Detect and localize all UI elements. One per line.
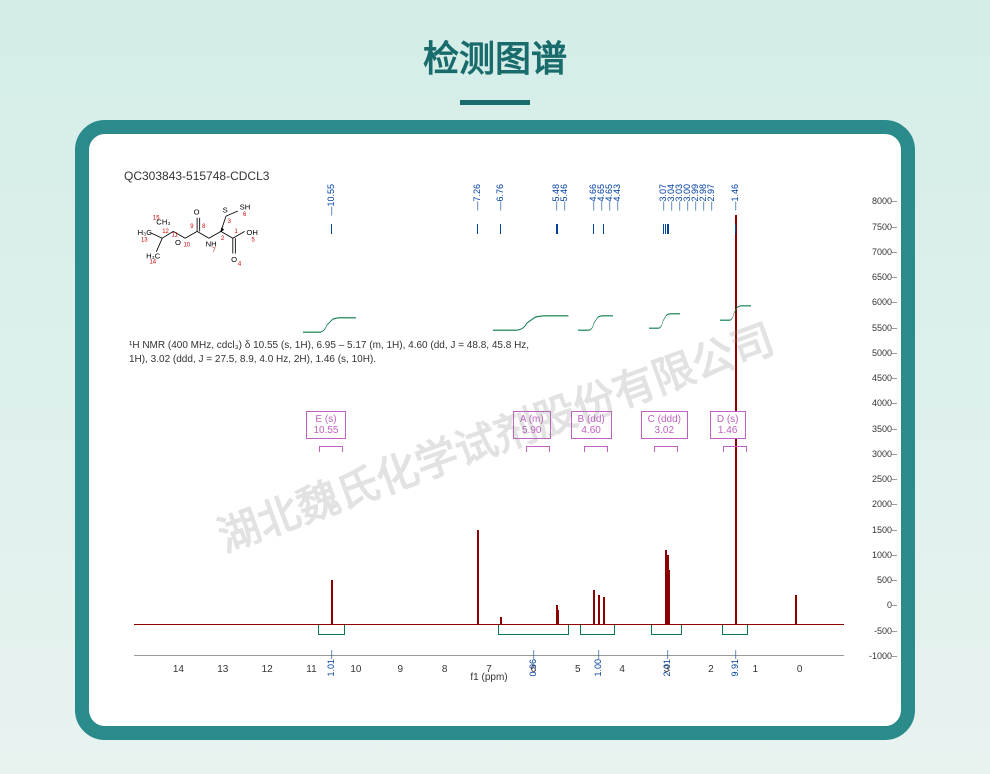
- peak-label: —1.46: [730, 184, 740, 211]
- y-tick: 7500: [852, 222, 892, 232]
- spectrum-peak: [331, 580, 333, 625]
- integral-bracket: [498, 625, 569, 635]
- x-tick: 4: [619, 664, 625, 675]
- y-tick: 5500: [852, 323, 892, 333]
- spectrum-peak: [557, 610, 559, 625]
- x-tick: 1: [752, 664, 758, 675]
- y-tick: 7000: [852, 247, 892, 257]
- spectrum-peak: [603, 597, 605, 625]
- y-tick: 6500: [852, 272, 892, 282]
- y-tick: 3000: [852, 449, 892, 459]
- title-underline: [460, 100, 530, 105]
- y-tick: 4500: [852, 373, 892, 383]
- x-tick: 14: [173, 664, 184, 675]
- spectrum-peak: [593, 590, 595, 625]
- integral-curve: [303, 316, 356, 334]
- peak-label: —7.26: [472, 184, 482, 211]
- spectrum-peak: [598, 595, 600, 625]
- spectrum-peak: [500, 617, 502, 625]
- y-tick: -1000: [852, 651, 892, 661]
- y-axis: -1000-5000500100015002000250030003500400…: [847, 176, 892, 655]
- integral-bracket: [722, 625, 749, 635]
- x-tick: 5: [575, 664, 581, 675]
- y-tick: 3500: [852, 424, 892, 434]
- page-title: 检测图谱: [0, 0, 990, 82]
- x-tick: 2: [708, 664, 714, 675]
- assignment-box: C (ddd)3.02: [641, 411, 688, 439]
- integral-curve: [649, 312, 680, 330]
- x-axis-label: f1 (ppm): [470, 672, 507, 683]
- x-tick: 12: [262, 664, 273, 675]
- y-tick: 2500: [852, 474, 892, 484]
- y-tick: 5000: [852, 348, 892, 358]
- integral-bracket: [318, 625, 345, 635]
- integral-curve: [493, 314, 568, 332]
- x-tick: 8: [442, 664, 448, 675]
- y-tick: 8000: [852, 196, 892, 206]
- y-tick: 0: [852, 600, 892, 610]
- y-tick: 6000: [852, 297, 892, 307]
- x-tick: 10: [350, 664, 361, 675]
- peak-label: —6.76: [495, 184, 505, 211]
- y-tick: 1000: [852, 550, 892, 560]
- peak-label: —4.43: [612, 184, 622, 211]
- y-tick: 4000: [852, 398, 892, 408]
- integral-bracket: [580, 625, 616, 635]
- assignment-box: E (s)10.55: [306, 411, 345, 439]
- peak-label: —2.97: [706, 184, 716, 211]
- peak-label: —10.55: [326, 184, 336, 216]
- integral-curve: [720, 304, 751, 322]
- spectrum-peak: [795, 595, 797, 625]
- assignment-box: A (m)5.90: [513, 411, 551, 439]
- y-tick: -500: [852, 626, 892, 636]
- assignment-box: D (s)1.46: [710, 411, 746, 439]
- spectrum-peak: [668, 570, 670, 625]
- nmr-chart: QC303843-515748-CDCL3 H₃C: [109, 164, 881, 706]
- x-tick: 0: [797, 664, 803, 675]
- y-tick: 500: [852, 575, 892, 585]
- x-tick: 11: [306, 664, 316, 675]
- spectrum-peak: [477, 530, 479, 625]
- assignment-box: B (dd)4.60: [571, 411, 612, 439]
- x-tick: 13: [217, 664, 228, 675]
- y-tick: 1500: [852, 525, 892, 535]
- x-tick: 3: [664, 664, 670, 675]
- integral-curve: [578, 314, 614, 332]
- spectrum-frame: QC303843-515748-CDCL3 H₃C: [75, 120, 915, 740]
- peak-label: —5.46: [559, 184, 569, 211]
- y-tick: 2000: [852, 499, 892, 509]
- x-tick: 6: [531, 664, 537, 675]
- plot-area: —10.55—7.26—6.76—5.48—5.46—4.66—4.65—4.6…: [134, 176, 844, 656]
- x-tick: 9: [397, 664, 403, 675]
- integral-bracket: [651, 625, 682, 635]
